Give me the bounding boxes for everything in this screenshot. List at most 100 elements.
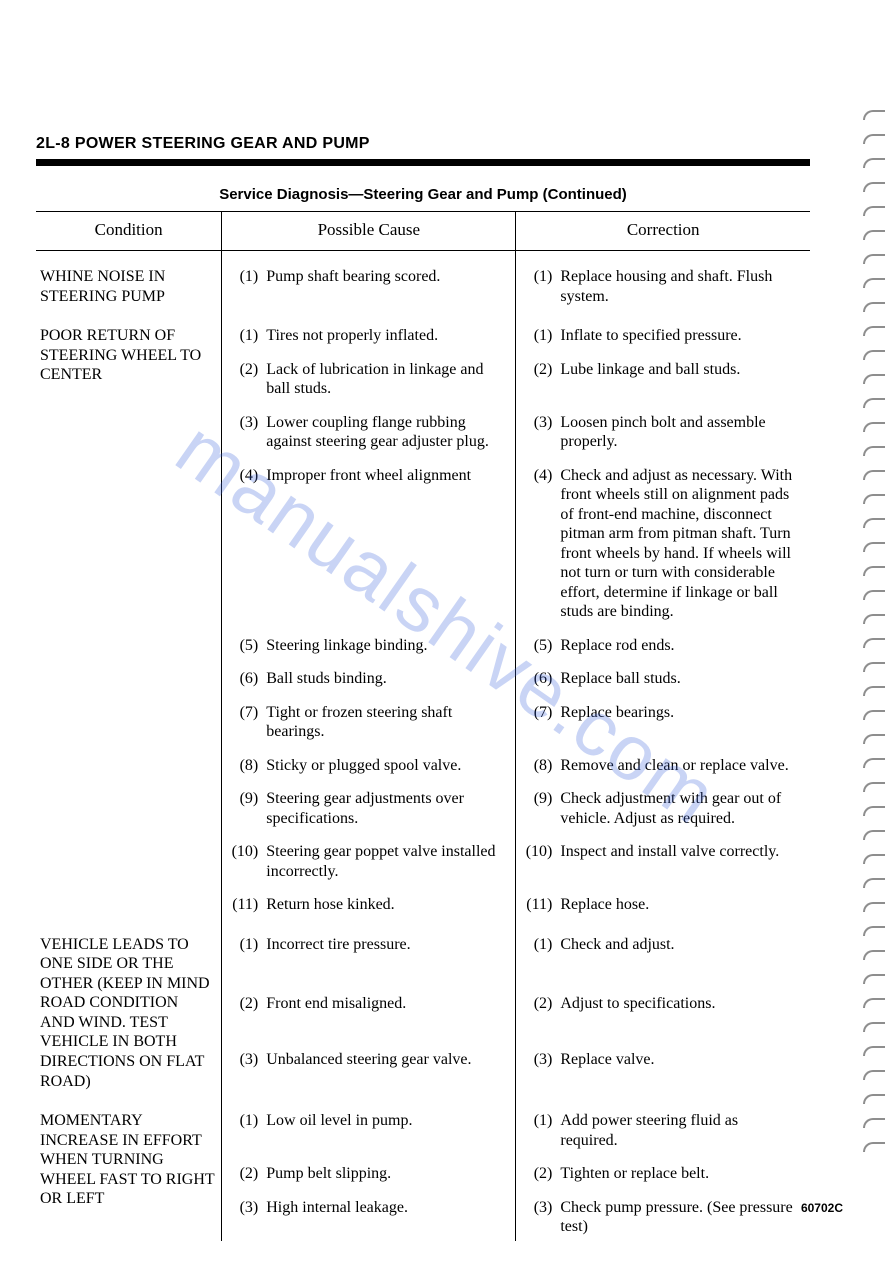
cause-text: Return hose kinked.	[266, 895, 501, 915]
column-header-cause: Possible Cause	[222, 212, 516, 251]
correction-text: Replace hose.	[560, 895, 796, 915]
cause-cell: (1)Pump shaft bearing scored.	[222, 251, 516, 311]
cause-text: High internal leakage.	[266, 1198, 501, 1218]
correction-text: Check pump pressure. (See pressure test)	[560, 1198, 796, 1237]
item-number: (2)	[524, 994, 560, 1014]
correction-cell: (1)Inflate to specified pressure.	[516, 310, 810, 350]
cause-text: Unbalanced steering gear valve.	[266, 1050, 501, 1070]
correction-cell: (11)Replace hose.	[516, 885, 810, 919]
correction-cell: (2)Adjust to specifications.	[516, 984, 810, 1039]
item-number: (9)	[524, 789, 560, 809]
document-page: 2L-8 POWER STEERING GEAR AND PUMP Servic…	[0, 0, 840, 1271]
cause-cell: (10)Steering gear poppet valve installed…	[222, 832, 516, 885]
item-number: (3)	[230, 413, 266, 433]
header-rule	[36, 159, 810, 166]
spiral-binding	[863, 110, 889, 1152]
correction-text: Tighten or replace belt.	[560, 1164, 796, 1184]
cause-cell: (7)Tight or frozen steering shaft bearin…	[222, 693, 516, 746]
correction-cell: (8)Remove and clean or replace valve.	[516, 746, 810, 780]
correction-cell: (3)Loosen pinch bolt and assemble proper…	[516, 403, 810, 456]
reference-code: 60702C	[801, 1201, 843, 1215]
correction-text: Loosen pinch bolt and assemble properly.	[560, 413, 796, 452]
item-number: (6)	[524, 669, 560, 689]
cause-cell: (1)Low oil level in pump.	[222, 1095, 516, 1154]
correction-cell: (1)Replace housing and shaft. Flush syst…	[516, 251, 810, 311]
cause-cell: (8)Sticky or plugged spool valve.	[222, 746, 516, 780]
correction-cell: (9)Check adjustment with gear out of veh…	[516, 779, 810, 832]
item-number: (1)	[230, 267, 266, 287]
table-row: WHINE NOISE IN STEERING PUMP(1)Pump shaf…	[36, 251, 810, 311]
item-number: (1)	[524, 1111, 560, 1131]
cause-text: Steering gear poppet valve installed inc…	[266, 842, 501, 881]
page-header: 2L-8 POWER STEERING GEAR AND PUMP	[36, 135, 810, 153]
item-number: (11)	[230, 895, 266, 915]
item-number: (2)	[230, 994, 266, 1014]
item-number: (1)	[524, 935, 560, 955]
table-header: Condition Possible Cause Correction	[36, 212, 810, 251]
correction-text: Replace housing and shaft. Flush system.	[560, 267, 796, 306]
item-number: (3)	[230, 1198, 266, 1218]
table-row: MOMENTARY INCREASE IN EFFORT WHEN TURNIN…	[36, 1095, 810, 1154]
table-row: POOR RETURN OF STEERING WHEEL TO CENTER(…	[36, 310, 810, 350]
item-number: (4)	[230, 466, 266, 486]
cause-text: Steering linkage binding.	[266, 636, 501, 656]
cause-text: Tires not properly inflated.	[266, 326, 501, 346]
correction-text: Check and adjust as necessary. With fron…	[560, 466, 796, 622]
correction-cell: (1)Add power steering fluid as required.	[516, 1095, 810, 1154]
correction-text: Inspect and install valve correctly.	[560, 842, 796, 862]
cause-text: Pump belt slipping.	[266, 1164, 501, 1184]
correction-cell: (3)Check pump pressure. (See pressure te…	[516, 1188, 810, 1241]
cause-text: Sticky or plugged spool valve.	[266, 756, 501, 776]
correction-text: Add power steering fluid as required.	[560, 1111, 796, 1150]
table-body: WHINE NOISE IN STEERING PUMP(1)Pump shaf…	[36, 251, 810, 1241]
condition-cell: WHINE NOISE IN STEERING PUMP	[36, 251, 222, 311]
item-number: (5)	[524, 636, 560, 656]
cause-text: Low oil level in pump.	[266, 1111, 501, 1131]
column-header-condition: Condition	[36, 212, 222, 251]
correction-cell: (7)Replace bearings.	[516, 693, 810, 746]
cause-cell: (2)Pump belt slipping.	[222, 1154, 516, 1188]
item-number: (5)	[230, 636, 266, 656]
cause-cell: (1)Tires not properly inflated.	[222, 310, 516, 350]
cause-text: Lack of lubrication in linkage and ball …	[266, 360, 501, 399]
cause-cell: (2)Lack of lubrication in linkage and ba…	[222, 350, 516, 403]
item-number: (2)	[230, 360, 266, 380]
cause-text: Steering gear adjustments over specifica…	[266, 789, 501, 828]
cause-cell: (5)Steering linkage binding.	[222, 626, 516, 660]
cause-cell: (3)Lower coupling flange rubbing against…	[222, 403, 516, 456]
correction-cell: (5)Replace rod ends.	[516, 626, 810, 660]
item-number: (10)	[524, 842, 560, 862]
item-number: (2)	[524, 1164, 560, 1184]
cause-cell: (2)Front end misaligned.	[222, 984, 516, 1039]
column-header-correction: Correction	[516, 212, 810, 251]
item-number: (2)	[524, 360, 560, 380]
correction-cell: (4)Check and adjust as necessary. With f…	[516, 456, 810, 626]
item-number: (1)	[230, 935, 266, 955]
correction-text: Replace valve.	[560, 1050, 796, 1070]
table-title: Service Diagnosis—Steering Gear and Pump…	[36, 186, 810, 203]
correction-cell: (6)Replace ball studs.	[516, 659, 810, 693]
cause-text: Improper front wheel alignment	[266, 466, 501, 486]
correction-text: Replace rod ends.	[560, 636, 796, 656]
cause-cell: (6)Ball studs binding.	[222, 659, 516, 693]
cause-text: Incorrect tire pressure.	[266, 935, 501, 955]
correction-cell: (2)Tighten or replace belt.	[516, 1154, 810, 1188]
table-row: VEHICLE LEADS TO ONE SIDE OR THE OTHER (…	[36, 919, 810, 984]
cause-text: Ball studs binding.	[266, 669, 501, 689]
item-number: (8)	[524, 756, 560, 776]
item-number: (3)	[524, 413, 560, 433]
correction-cell: (3)Replace valve.	[516, 1040, 810, 1095]
item-number: (4)	[524, 466, 560, 486]
correction-cell: (10)Inspect and install valve correctly.	[516, 832, 810, 885]
cause-cell: (9)Steering gear adjustments over specif…	[222, 779, 516, 832]
cause-text: Lower coupling flange rubbing against st…	[266, 413, 501, 452]
cause-text: Tight or frozen steering shaft bearings.	[266, 703, 501, 742]
cause-text: Pump shaft bearing scored.	[266, 267, 501, 287]
condition-cell: POOR RETURN OF STEERING WHEEL TO CENTER	[36, 310, 222, 919]
cause-cell: (1)Incorrect tire pressure.	[222, 919, 516, 984]
item-number: (3)	[524, 1050, 560, 1070]
correction-text: Adjust to specifications.	[560, 994, 796, 1014]
item-number: (6)	[230, 669, 266, 689]
item-number: (1)	[524, 267, 560, 287]
correction-cell: (1)Check and adjust.	[516, 919, 810, 984]
